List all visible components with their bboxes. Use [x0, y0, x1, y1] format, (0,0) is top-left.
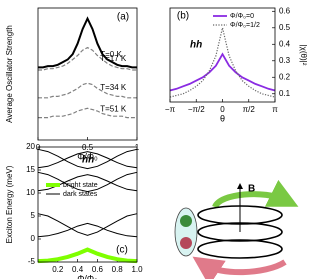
- field-diagram: B: [174, 179, 299, 279]
- x-tick-label: 0: [220, 105, 225, 114]
- series-line: [169, 27, 276, 98]
- series-line: [37, 213, 138, 236]
- y-tick-label: 0: [31, 234, 36, 243]
- rotation-arrow-bottom: [192, 256, 287, 279]
- x-tick-label: 0.4: [72, 265, 84, 274]
- x-tick-label: π/2: [243, 105, 256, 114]
- y-tick-label: 0.3: [279, 56, 291, 65]
- y-tick-label: 0.1: [279, 89, 291, 98]
- hole: [180, 215, 192, 227]
- annotation: hh: [82, 155, 94, 166]
- series-line: [38, 107, 137, 119]
- series-line: [37, 171, 138, 193]
- y-tick-label: 0.2: [279, 72, 291, 81]
- panel-label: (c): [116, 245, 128, 256]
- x-tick-label: 0.5: [82, 143, 94, 152]
- x-tick-label: π: [272, 105, 278, 114]
- rotation-arrow-top: [212, 179, 299, 209]
- x-tick-label: 1.0: [131, 265, 143, 274]
- legend-label: bright state: [63, 182, 98, 189]
- annotation: hh: [190, 40, 202, 51]
- legend-label: Φ/Φ₀=0: [230, 13, 254, 20]
- panel-label: (a): [117, 12, 129, 23]
- x-tick-label: −π/2: [188, 105, 205, 114]
- series-line: [37, 222, 138, 238]
- series-label: T=17 K: [100, 54, 127, 63]
- plot-frame: [37, 7, 138, 141]
- x-axis-label: Φ/Φ₀: [77, 273, 98, 279]
- y-tick-label: -5: [28, 257, 36, 266]
- plot-frame: [169, 7, 276, 103]
- y-tick-label: 15: [26, 165, 35, 174]
- panel-label: (b): [177, 11, 189, 22]
- y-axis-label: Average Oscillator Strength: [5, 25, 14, 123]
- legend-label: dark states: [63, 191, 98, 198]
- x-tick-label: −π: [165, 105, 176, 114]
- series-line: [38, 16, 137, 69]
- y-tick-label: 0.6: [279, 6, 291, 15]
- x-tick-label: 0.6: [92, 265, 104, 274]
- x-tick-label: 0.2: [52, 265, 64, 274]
- series-label: T=0 K: [100, 50, 122, 59]
- series-line: [38, 46, 137, 71]
- y-tick-label: 5: [31, 211, 36, 220]
- y-axis-label: |χ(θ)|²: [299, 45, 308, 66]
- series-line: [169, 52, 276, 92]
- y-axis-label: Exciton Energy (meV): [5, 165, 14, 243]
- series-label: T=51 K: [100, 104, 127, 113]
- y-tick-label: 10: [26, 188, 35, 197]
- plot-frame: [37, 146, 138, 263]
- series-line: [37, 247, 138, 264]
- x-tick-label: 0.8: [112, 265, 124, 274]
- field-label: B: [248, 184, 255, 195]
- panel: −π −π/2 0 π/2 π0.1 0.2 0.3 0.4 0.5 0.6 |χ(θ)|² θ Φ/Φ…: [165, 6, 308, 123]
- series-label: T=34 K: [100, 83, 127, 92]
- y-tick-label: 20: [26, 142, 35, 151]
- series-line: [37, 151, 138, 169]
- x-axis-label: θ: [220, 113, 225, 123]
- y-tick-label: 0.4: [279, 39, 291, 48]
- series-line: [37, 148, 138, 170]
- legend-label: Φ/Φ₀=1/2: [230, 22, 260, 29]
- electron: [180, 237, 192, 249]
- panel: 0.2 0.4 0.6 0.8 1.0 -5 0 5 10 15 20 Exciton Energy …: [5, 142, 143, 279]
- x-axis-label: Φ/Φ₀: [77, 151, 98, 161]
- coil-loop: [197, 239, 283, 259]
- y-tick-label: 0.5: [279, 23, 291, 32]
